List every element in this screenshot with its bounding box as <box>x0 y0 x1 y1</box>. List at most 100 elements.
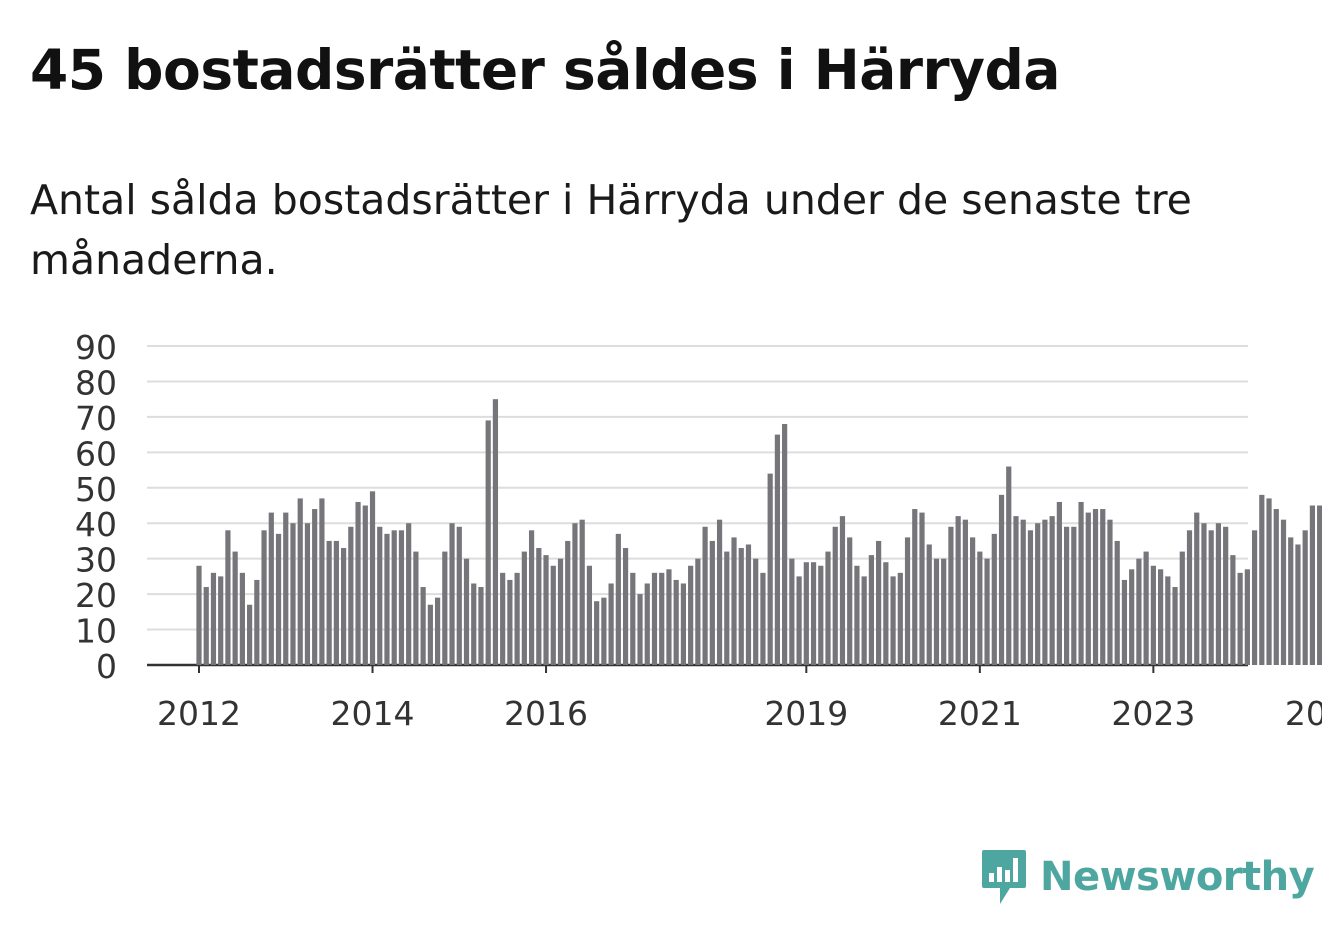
bar <box>644 583 650 665</box>
bar <box>1013 516 1019 665</box>
x-tick-label: 2019 <box>764 694 848 733</box>
bar <box>312 509 318 665</box>
bar <box>1244 569 1250 665</box>
bar <box>731 537 737 665</box>
bar <box>1208 530 1214 665</box>
bar <box>876 540 882 665</box>
y-tick-label: 40 <box>75 505 117 544</box>
bar <box>427 604 433 665</box>
bar <box>818 565 824 665</box>
bar <box>586 565 593 665</box>
bar <box>319 498 325 665</box>
bar <box>420 587 426 665</box>
bar <box>991 533 997 665</box>
bar <box>673 579 679 665</box>
bar <box>861 576 867 665</box>
bar <box>1136 558 1142 665</box>
bar <box>854 565 860 665</box>
bar <box>391 530 397 665</box>
bar <box>225 530 231 665</box>
x-tick-label: 2025 <box>1285 694 1322 733</box>
bar <box>1100 509 1106 665</box>
bars <box>196 399 1322 665</box>
bar <box>839 516 846 665</box>
bar <box>239 572 245 665</box>
bar <box>1092 509 1099 665</box>
bar <box>724 551 730 665</box>
bar <box>970 537 976 665</box>
bar <box>456 526 462 665</box>
y-tick-label: 10 <box>75 612 117 651</box>
bar <box>789 558 795 665</box>
brand-name: Newsworthy <box>1040 854 1315 900</box>
bar <box>514 572 520 665</box>
bar <box>630 572 636 665</box>
bar <box>1266 498 1272 665</box>
bar <box>1129 569 1135 665</box>
bar <box>1042 519 1048 665</box>
bar <box>1288 537 1294 665</box>
y-tick-label: 70 <box>75 399 117 438</box>
bar <box>1309 505 1316 665</box>
bar <box>659 572 665 665</box>
bar <box>543 555 549 665</box>
bar <box>803 562 809 665</box>
bar <box>572 523 578 665</box>
bar <box>868 555 874 665</box>
bar <box>1143 551 1149 665</box>
y-tick-label: 0 <box>96 647 117 686</box>
bar <box>434 597 441 665</box>
bar <box>984 558 990 665</box>
bar <box>832 526 838 665</box>
bar <box>254 579 260 665</box>
bar <box>442 551 448 665</box>
bar <box>680 583 687 665</box>
bar <box>218 576 224 665</box>
bar <box>268 512 274 665</box>
bar <box>261 530 267 665</box>
bar <box>449 523 455 665</box>
bar <box>745 544 752 665</box>
bar <box>355 501 361 665</box>
bar <box>622 548 629 665</box>
bar <box>955 516 961 665</box>
bar <box>912 509 918 665</box>
bar <box>1107 519 1113 665</box>
x-tick-label: 2012 <box>157 694 241 733</box>
bar <box>1251 530 1258 665</box>
bar <box>796 576 802 665</box>
y-tick-label: 20 <box>75 576 117 615</box>
bar <box>1295 544 1301 665</box>
bar <box>413 551 419 665</box>
bar <box>1121 579 1128 665</box>
bar <box>471 583 477 665</box>
x-tick-label: 2014 <box>331 694 415 733</box>
bar <box>810 562 817 665</box>
bar <box>1172 587 1178 665</box>
bar <box>1078 501 1084 665</box>
bar <box>774 434 780 665</box>
bar <box>550 565 556 665</box>
bar <box>615 533 621 665</box>
bar <box>998 494 1005 665</box>
bar <box>1114 540 1120 665</box>
bar <box>1317 505 1322 665</box>
y-tick-label: 90 <box>75 328 117 367</box>
y-tick-label: 30 <box>75 541 117 580</box>
bar <box>247 604 253 665</box>
bar <box>232 551 238 665</box>
bar <box>1071 526 1077 665</box>
bar <box>485 420 491 665</box>
bar <box>948 526 954 665</box>
bar <box>637 594 643 665</box>
bar <box>941 558 947 665</box>
bar <box>557 558 564 665</box>
bar <box>1056 501 1062 665</box>
bar <box>1165 576 1171 665</box>
y-tick-label: 50 <box>75 470 117 509</box>
bar <box>463 558 470 665</box>
bar <box>601 597 607 665</box>
bar <box>1027 530 1034 665</box>
bar <box>1020 519 1026 665</box>
bar <box>897 572 903 665</box>
